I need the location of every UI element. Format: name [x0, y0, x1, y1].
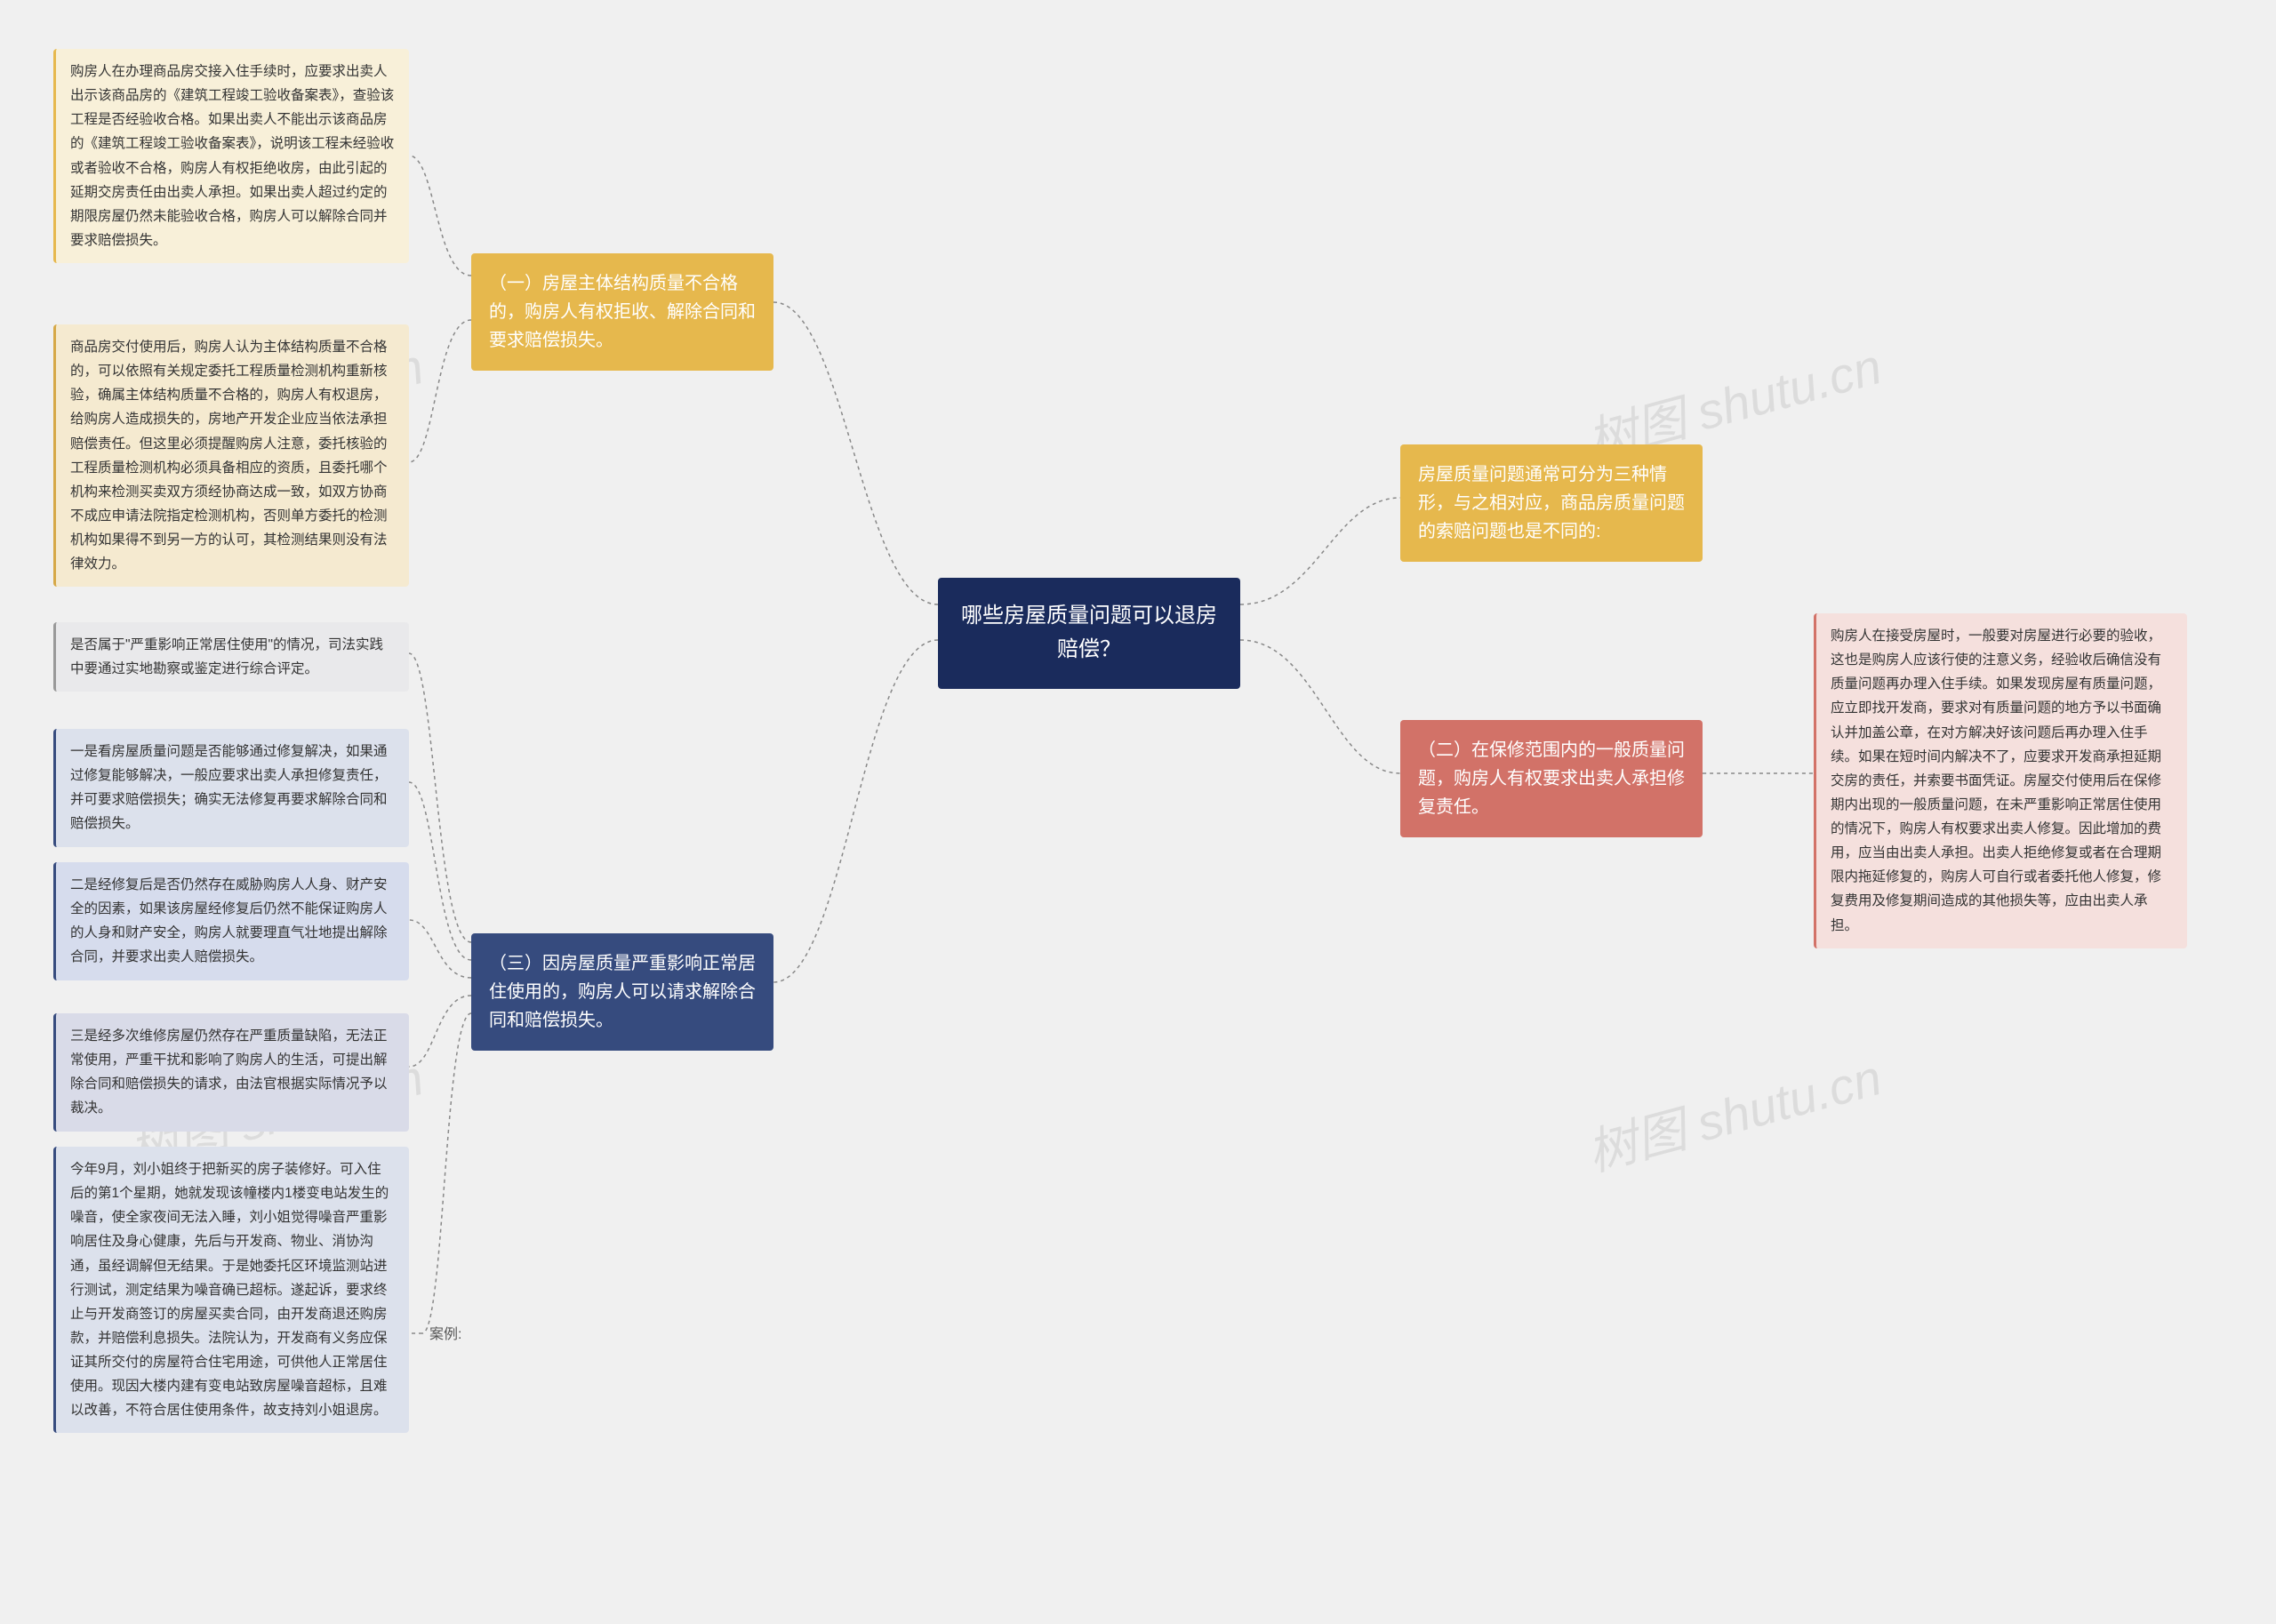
left-cat3-leaf2: 二是经修复后是否仍然存在威胁购房人人身、财产安全的因素，如果该房屋经修复后仍然不…: [53, 862, 409, 980]
right-intro: 房屋质量问题通常可分为三种情形，与之相对应，商品房质量问题的索赔问题也是不同的:: [1400, 444, 1703, 562]
right-cat2-leaf: 购房人在接受房屋时，一般要对房屋进行必要的验收，这也是购房人应该行使的注意义务，…: [1814, 613, 2187, 948]
center-node: 哪些房屋质量问题可以退房赔偿？: [938, 578, 1240, 689]
case-label: 案例:: [422, 1320, 469, 1350]
left-cat1-leaf1: 购房人在办理商品房交接入住手续时，应要求出卖人出示该商品房的《建筑工程竣工验收备…: [53, 49, 409, 263]
left-cat3-leaf3: 三是经多次维修房屋仍然存在严重质量缺陷，无法正常使用，严重干扰和影响了购房人的生…: [53, 1013, 409, 1132]
watermark: 树图 shutu.cn: [1578, 1037, 1888, 1185]
case-text: 今年9月，刘小姐终于把新买的房子装修好。可入住后的第1个星期，她就发现该幢楼内1…: [53, 1147, 409, 1433]
left-cat1-title: （一）房屋主体结构质量不合格的，购房人有权拒收、解除合同和要求赔偿损失。: [471, 253, 773, 371]
left-cat3-leaf0: 是否属于"严重影响正常居住使用"的情况，司法实践中要通过实地勘察或鉴定进行综合评…: [53, 622, 409, 692]
left-cat3-leaf1: 一是看房屋质量问题是否能够通过修复解决，如果通过修复能够解决，一般应要求出卖人承…: [53, 729, 409, 847]
left-cat1-leaf2: 商品房交付使用后，购房人认为主体结构质量不合格的，可以依照有关规定委托工程质量检…: [53, 324, 409, 587]
left-cat3-title: （三）因房屋质量严重影响正常居住使用的，购房人可以请求解除合同和赔偿损失。: [471, 933, 773, 1051]
right-cat2-title: （二）在保修范围内的一般质量问题，购房人有权要求出卖人承担修复责任。: [1400, 720, 1703, 837]
